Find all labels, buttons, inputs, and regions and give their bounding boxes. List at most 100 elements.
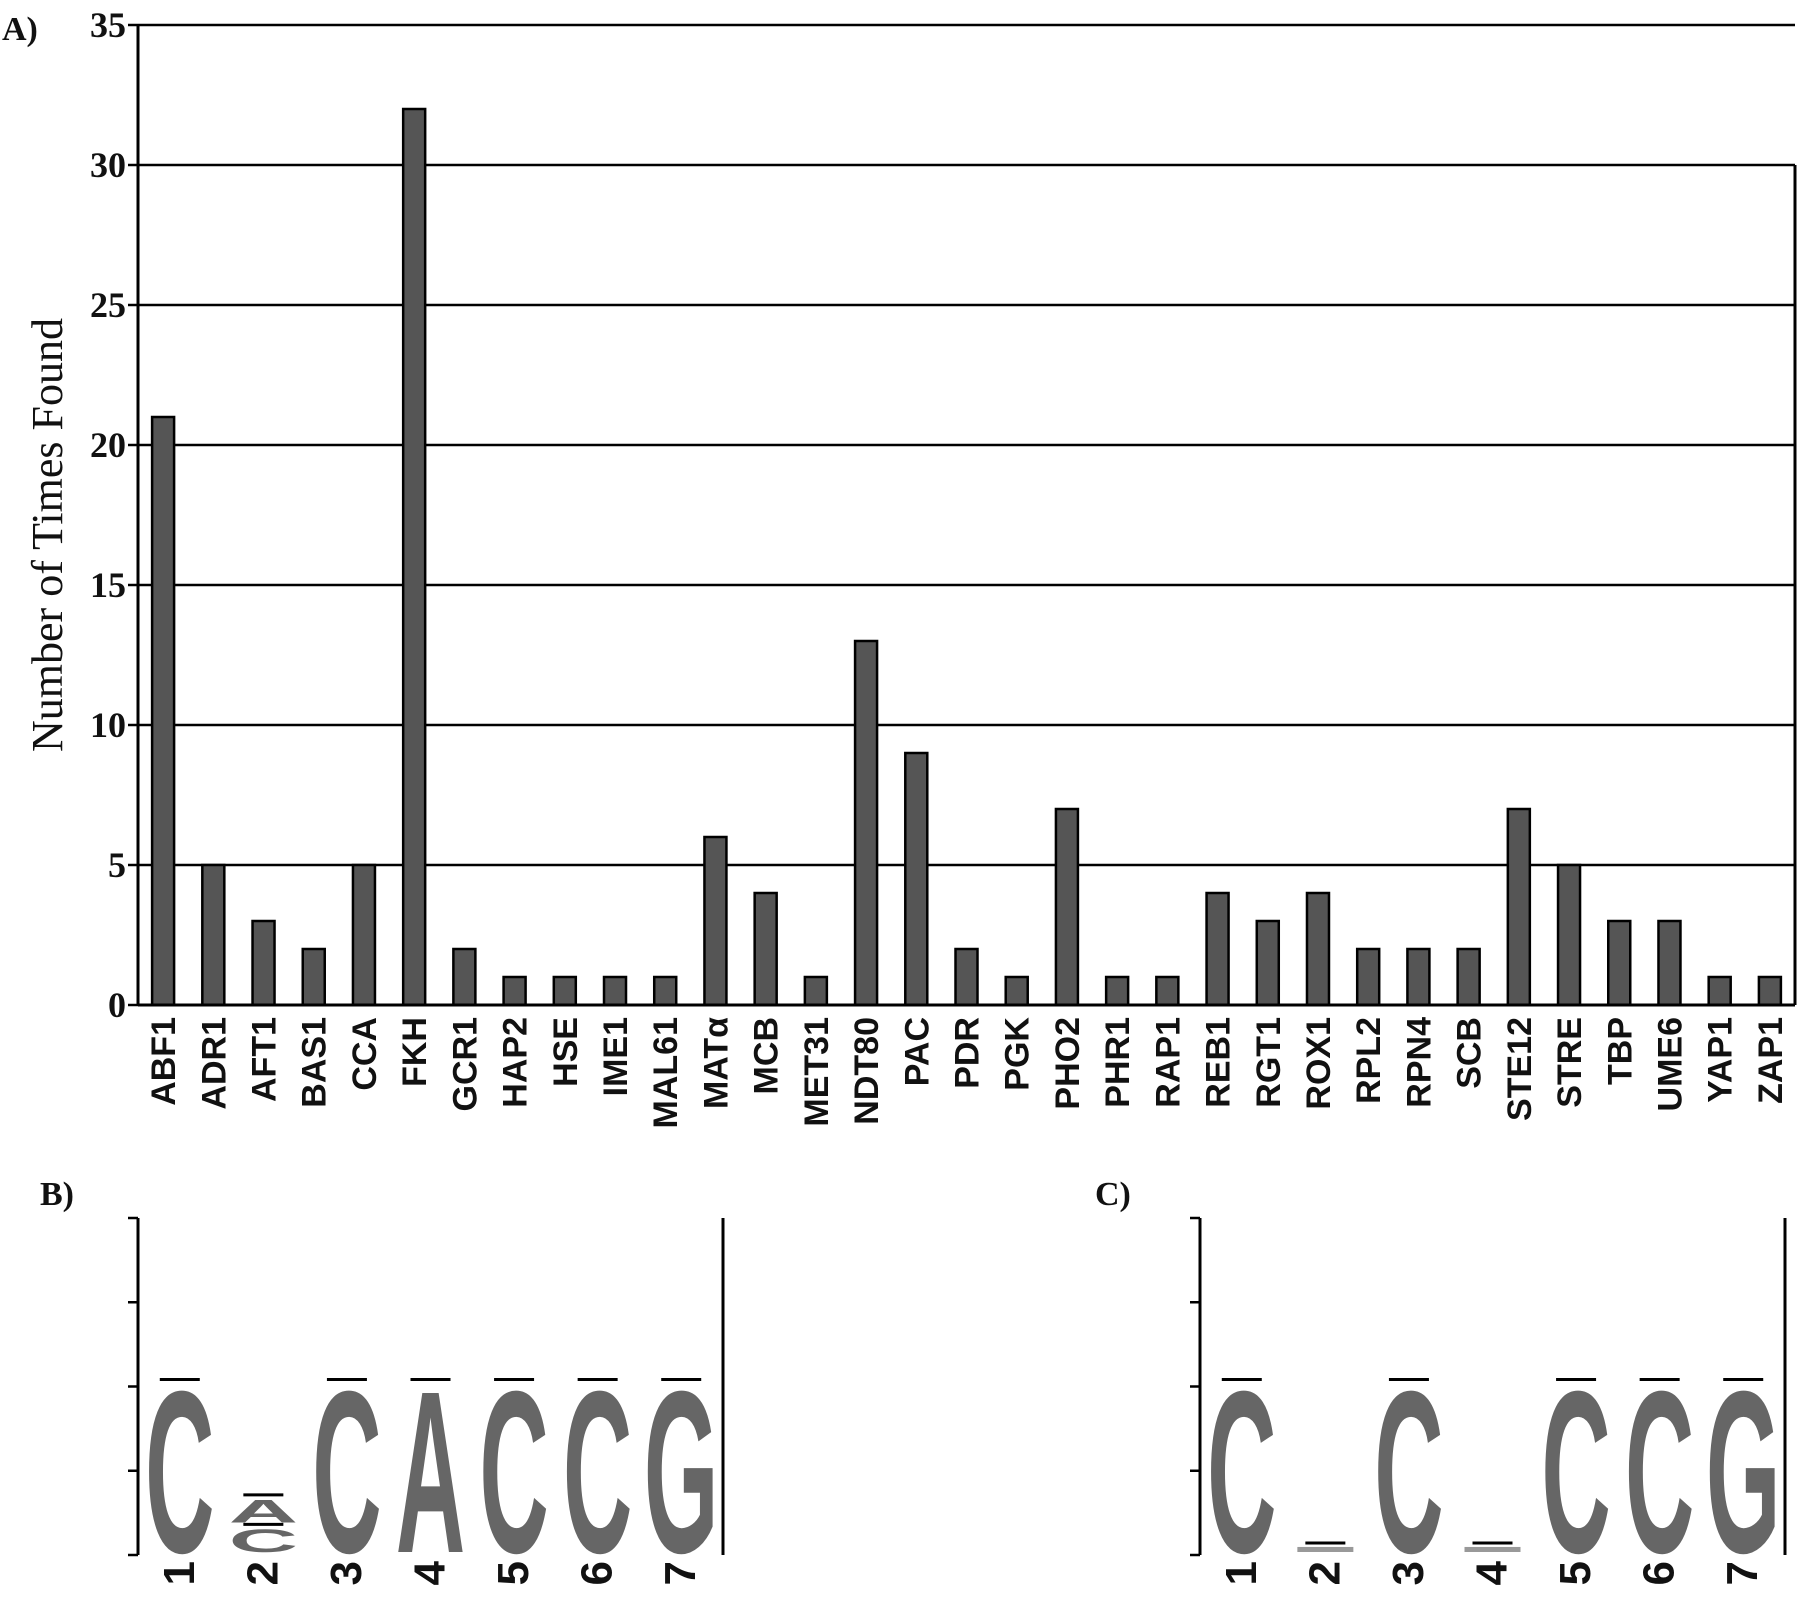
x-tick-label: PHR1	[1099, 1017, 1137, 1108]
bar-RPL2	[1355, 947, 1381, 1007]
logo-letter-C-pos6: C	[563, 1344, 632, 1601]
x-tick-label: STE12	[1501, 1017, 1539, 1121]
x-tick-labels: ABF1 ADR1 AFT1 BAS1 CCA FKH GCR1 HAP2 HSE IME1 MAL…	[145, 1017, 1790, 1129]
logo-letter-G-pos7: G	[644, 1344, 719, 1601]
x-tick-label: AFT1	[246, 1017, 284, 1102]
panel-label-c: C)	[1095, 1176, 1131, 1213]
bar-ROX1	[1305, 891, 1331, 1007]
x-tick-label: MCB	[748, 1017, 786, 1094]
logo-letter-C-pos1: C	[145, 1344, 214, 1601]
logo-position-label: 6	[573, 1561, 622, 1585]
bar-NDT80	[853, 639, 879, 1007]
bar-RAP1	[1155, 975, 1180, 1007]
bar-PHO2	[1054, 807, 1080, 1007]
panel-label-b: B)	[40, 1176, 74, 1213]
bar-BAS1	[301, 947, 326, 1007]
x-tick-label: FKH	[396, 1017, 434, 1087]
y-tick-label: 10	[90, 705, 126, 745]
x-tick-label: PDR	[949, 1017, 987, 1089]
logo-letter-C-pos5: C	[479, 1344, 548, 1601]
logo-letter-C-pos6: C	[1625, 1344, 1694, 1601]
bar-MET31	[803, 975, 829, 1007]
bar-MAL61	[652, 975, 678, 1007]
x-tick-label: ADR1	[195, 1017, 233, 1110]
gridlines	[138, 23, 1795, 867]
logo-letter-C-pos3: C	[1374, 1344, 1443, 1601]
bar-ABF1	[150, 415, 176, 1007]
bar-PHR1	[1104, 975, 1130, 1007]
sequence-logo-c: C1 2 C3 4 C5 C6 G7	[1190, 1216, 1787, 1602]
bar-GCR1	[452, 947, 477, 1007]
bar-YAP1	[1707, 975, 1732, 1007]
x-tick-label: ZAP1	[1752, 1017, 1790, 1104]
logo-residue-pos2	[1297, 1546, 1354, 1552]
logo-letter-A-pos4: A	[396, 1344, 465, 1601]
x-tick-label: RPN4	[1400, 1017, 1438, 1108]
bar-FKH	[401, 107, 427, 1007]
logo-position-label: 2	[238, 1561, 287, 1585]
x-tick-label: HSE	[547, 1017, 585, 1087]
x-tick-label: GCR1	[446, 1017, 484, 1111]
x-tick-label: IME1	[597, 1017, 635, 1096]
x-tick-label: BAS1	[296, 1017, 334, 1108]
logo-position-label: 3	[322, 1561, 371, 1585]
logo-position-label: 7	[656, 1561, 705, 1585]
logo-position-label: 7	[1718, 1561, 1767, 1585]
logo-position-label: 2	[1300, 1561, 1349, 1585]
x-tick-label: REB1	[1200, 1017, 1238, 1108]
bar-PDR	[954, 947, 979, 1007]
bar-chart: 0 5 10 15 20 25 30 35 ABF1 ADR1 AFT1 BAS1 CCA FKH GCR…	[23, 5, 1797, 1129]
logo-letter-C-pos1: C	[1207, 1344, 1276, 1601]
x-tick-label: MET31	[798, 1017, 836, 1127]
y-tick-labels: 0 5 10 15 20 25 30 35	[90, 5, 138, 1025]
logo-position-label: 5	[1551, 1561, 1600, 1585]
x-tick-label: RAP1	[1149, 1017, 1187, 1108]
bar-CCA	[351, 863, 377, 1007]
y-tick-label: 15	[90, 565, 126, 605]
bar-PAC	[904, 751, 929, 1007]
bar-PGK	[1004, 975, 1029, 1007]
y-tick-label: 35	[90, 5, 126, 45]
x-tick-label: CCA	[346, 1017, 384, 1091]
bar-IME1	[602, 975, 628, 1007]
x-tick-label: YAP1	[1702, 1017, 1740, 1103]
bar-ZAP1	[1757, 975, 1783, 1007]
bar-AFT1	[251, 919, 276, 1007]
logo-position-label: 6	[1635, 1561, 1684, 1585]
x-tick-label: PHO2	[1049, 1017, 1087, 1110]
y-axis-label: Number of Times Found	[23, 318, 72, 752]
logo-position-label: 4	[1468, 1560, 1517, 1585]
x-tick-label: PAC	[898, 1017, 936, 1086]
bar-RPN4	[1406, 947, 1431, 1007]
x-tick-label: ROX1	[1300, 1017, 1338, 1110]
bar-MCB	[753, 891, 778, 1007]
logo-position-label: 5	[489, 1561, 538, 1585]
y-tick-label: 30	[90, 145, 126, 185]
y-tick-label: 0	[108, 985, 126, 1025]
x-tick-label: RGT1	[1250, 1017, 1288, 1108]
x-tick-label: SCB	[1451, 1017, 1489, 1089]
logo-residue-pos4	[1464, 1546, 1521, 1552]
y-tick-label: 25	[90, 285, 126, 325]
x-tick-label: TBP	[1601, 1017, 1639, 1085]
x-tick-label: MAL61	[647, 1017, 685, 1128]
x-tick-label: STRE	[1551, 1017, 1589, 1108]
logo-letter-A-pos2: A	[229, 1494, 298, 1530]
bar-TBP	[1607, 919, 1632, 1007]
bar-MATα	[703, 835, 728, 1007]
x-tick-label: MATα	[697, 1017, 735, 1109]
x-tick-label: PGK	[999, 1017, 1037, 1091]
logo-position-label: 1	[155, 1561, 204, 1585]
logo-letter-G-pos7: G	[1706, 1344, 1781, 1601]
x-tick-label: NDT80	[848, 1017, 886, 1125]
bar-STE12	[1506, 807, 1532, 1007]
y-tick-label: 5	[108, 845, 126, 885]
x-tick-label: ABF1	[145, 1017, 183, 1106]
bar-HAP2	[502, 975, 527, 1007]
logo-letter-C-pos2: C	[229, 1523, 298, 1559]
bar-SCB	[1456, 947, 1481, 1007]
bar-ADR1	[201, 863, 226, 1007]
y-tick-label: 20	[90, 425, 126, 465]
